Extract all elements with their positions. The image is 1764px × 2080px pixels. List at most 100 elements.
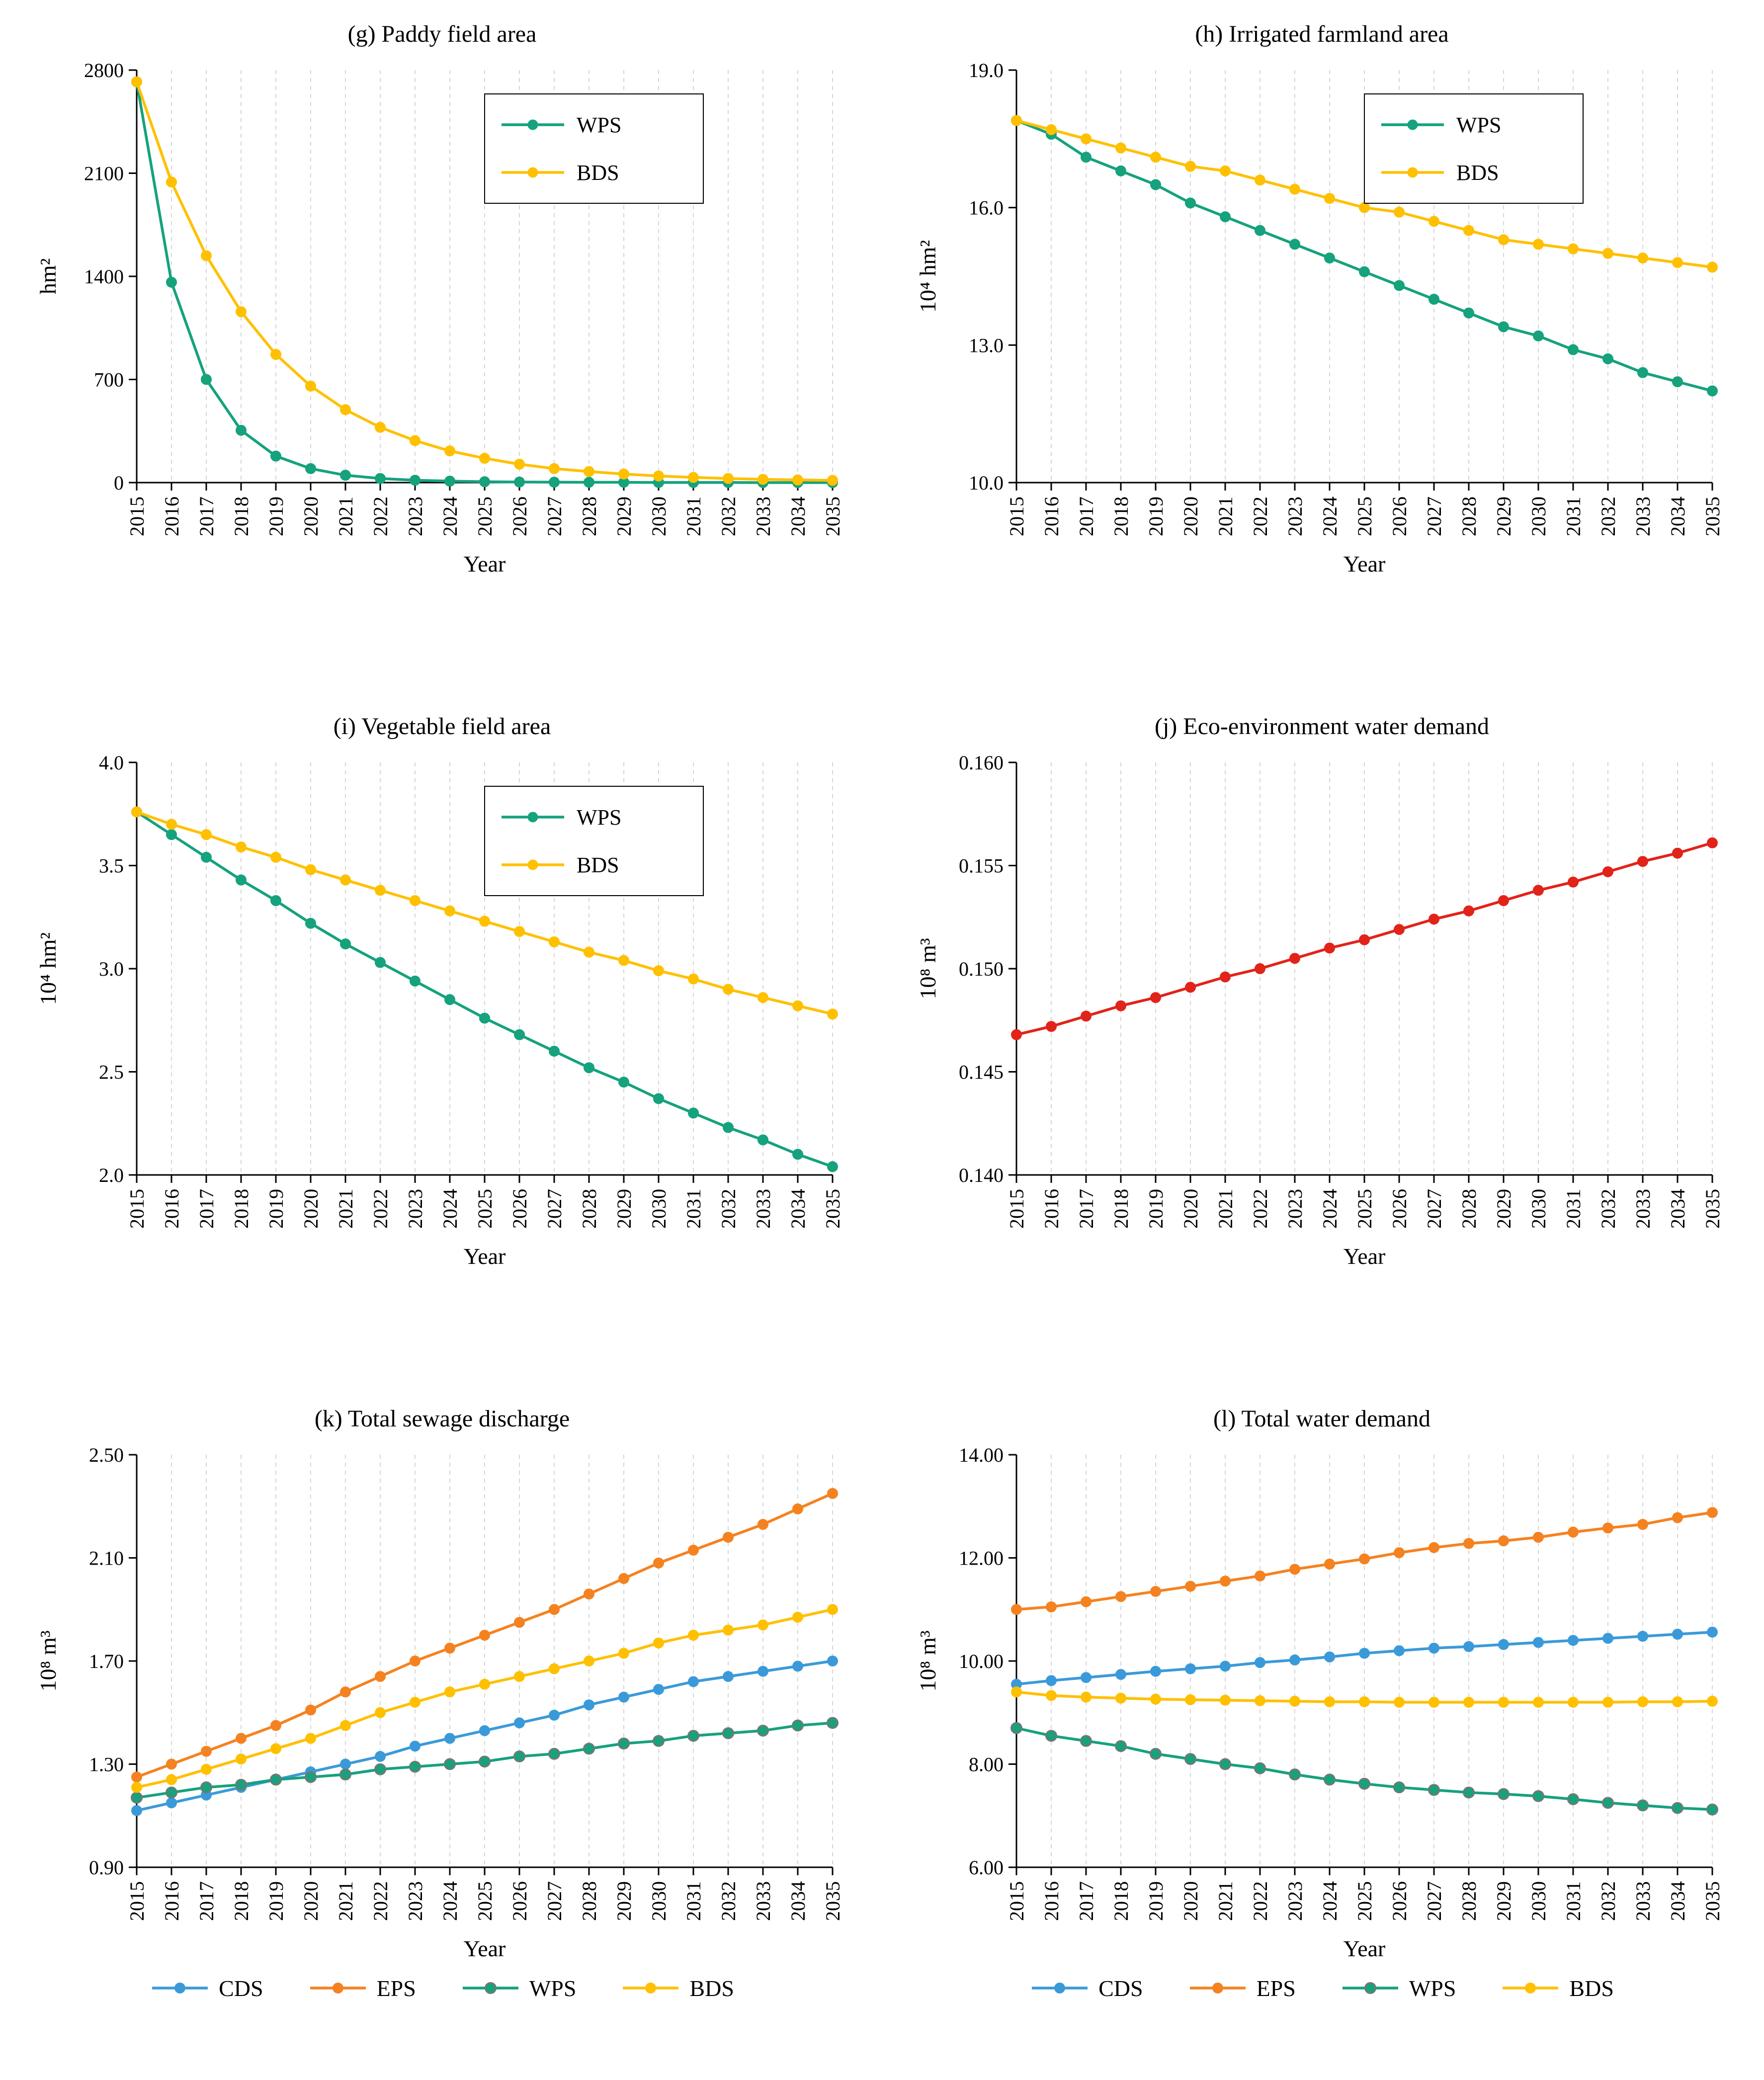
svg-text:2029: 2029 [1493, 1189, 1515, 1229]
legend-item-bds: BDS [1501, 1975, 1614, 2001]
svg-text:2028: 2028 [1458, 1189, 1480, 1229]
svg-text:2016: 2016 [1040, 1881, 1063, 1921]
svg-text:2020: 2020 [1179, 1881, 1202, 1921]
svg-text:2030: 2030 [1527, 1881, 1550, 1921]
legend-item-cds: CDS [150, 1975, 263, 2001]
svg-text:2.0: 2.0 [99, 1164, 124, 1186]
svg-text:2.10: 2.10 [89, 1547, 124, 1569]
chart-j-title: (j) Eco-environment water demand [1154, 713, 1490, 740]
svg-text:0.155: 0.155 [959, 854, 1004, 877]
legend-label: EPS [376, 1975, 416, 2001]
svg-text:2020: 2020 [1179, 497, 1202, 536]
svg-text:2019: 2019 [1145, 497, 1167, 536]
svg-text:2032: 2032 [1597, 1189, 1619, 1229]
svg-text:2017: 2017 [195, 1189, 218, 1229]
svg-text:2100: 2100 [84, 162, 124, 184]
svg-text:2018: 2018 [1110, 1189, 1132, 1229]
svg-text:2027: 2027 [543, 497, 566, 536]
svg-text:2028: 2028 [578, 497, 600, 536]
svg-text:1.30: 1.30 [89, 1753, 124, 1775]
svg-text:2028: 2028 [578, 1189, 600, 1229]
svg-text:0.160: 0.160 [959, 751, 1004, 774]
svg-text:2025: 2025 [474, 497, 496, 536]
svg-text:2017: 2017 [195, 497, 218, 536]
svg-text:10⁸ m³: 10⁸ m³ [35, 1630, 61, 1691]
svg-text:2015: 2015 [1006, 1189, 1028, 1229]
svg-text:2031: 2031 [682, 1881, 705, 1921]
svg-text:WPS: WPS [1456, 113, 1501, 137]
legend-label: WPS [529, 1975, 577, 2001]
legend-item-bds: BDS [621, 1975, 734, 2001]
legend-swatch [1032, 1983, 1088, 1994]
svg-text:10⁸ m³: 10⁸ m³ [915, 1630, 940, 1691]
svg-text:2029: 2029 [1493, 1881, 1515, 1921]
svg-text:2029: 2029 [613, 1881, 635, 1921]
svg-text:2034: 2034 [787, 1881, 809, 1921]
svg-text:700: 700 [94, 368, 124, 391]
legend-item-eps: EPS [1188, 1975, 1296, 2001]
legend-item-cds: CDS [1030, 1975, 1143, 2001]
svg-text:2017: 2017 [1075, 1189, 1097, 1229]
svg-text:2032: 2032 [1597, 1881, 1619, 1921]
svg-text:2030: 2030 [1527, 1189, 1550, 1229]
legend-label: CDS [219, 1975, 263, 2001]
svg-text:2026: 2026 [1388, 1189, 1411, 1229]
legend-item-wps: WPS [461, 1975, 577, 2001]
svg-text:2029: 2029 [613, 497, 635, 536]
svg-text:2018: 2018 [230, 1189, 252, 1229]
svg-text:2023: 2023 [1284, 1189, 1306, 1229]
svg-text:12.00: 12.00 [959, 1547, 1004, 1569]
svg-text:2025: 2025 [1353, 1189, 1376, 1229]
legend-swatch [462, 1982, 518, 1995]
svg-text:2017: 2017 [1075, 1881, 1097, 1921]
chart-l-title: (l) Total water demand [1213, 1406, 1430, 1432]
legend-swatch [310, 1983, 366, 1994]
chart-j: (j) Eco-environment water demand 0.140 0.… [910, 695, 1735, 1388]
chart-k-title: (k) Total sewage discharge [314, 1406, 570, 1432]
svg-text:2016: 2016 [161, 1881, 183, 1921]
svg-text:2033: 2033 [1632, 497, 1654, 536]
svg-text:2030: 2030 [648, 497, 670, 536]
svg-text:2024: 2024 [1319, 1881, 1341, 1921]
svg-text:2023: 2023 [1284, 497, 1306, 536]
svg-text:2031: 2031 [1562, 497, 1585, 536]
svg-text:2017: 2017 [1075, 497, 1097, 536]
svg-text:2031: 2031 [1562, 1189, 1585, 1229]
chart-g-plot: 0 700 1400 2100 2800 2015 2016 2017 2018 2019 2020… [35, 59, 844, 577]
chart-k-legend: CDS EPS WPS BDS [150, 1975, 734, 2001]
svg-text:2029: 2029 [613, 1189, 635, 1229]
svg-text:2022: 2022 [1249, 1189, 1271, 1229]
svg-text:2032: 2032 [717, 1881, 740, 1921]
legend-swatch [1189, 1983, 1246, 1994]
svg-text:2018: 2018 [1110, 497, 1132, 536]
svg-text:2026: 2026 [1388, 1881, 1411, 1921]
svg-text:2019: 2019 [1145, 1881, 1167, 1921]
svg-text:2032: 2032 [717, 1189, 740, 1229]
svg-text:2023: 2023 [404, 1881, 426, 1921]
svg-text:2015: 2015 [1006, 1881, 1028, 1921]
legend-swatch [152, 1983, 208, 1994]
chart-g: (g) Paddy field area 0 700 1400 2100 2800 201… [30, 3, 855, 695]
svg-text:2027: 2027 [1423, 1881, 1445, 1921]
svg-text:2016: 2016 [161, 497, 183, 536]
svg-text:10⁸ m³: 10⁸ m³ [915, 938, 940, 999]
svg-text:1400: 1400 [84, 265, 124, 288]
svg-text:2800: 2800 [84, 59, 124, 82]
svg-text:10⁴ hm²: 10⁴ hm² [35, 932, 61, 1005]
svg-text:hm²: hm² [35, 258, 61, 294]
svg-text:2034: 2034 [787, 1189, 809, 1229]
svg-text:0.140: 0.140 [959, 1164, 1004, 1186]
svg-text:2016: 2016 [1040, 1189, 1063, 1229]
svg-text:2031: 2031 [1562, 1881, 1585, 1921]
svg-text:0.150: 0.150 [959, 958, 1004, 980]
svg-text:WPS: WPS [577, 113, 621, 137]
svg-text:2027: 2027 [543, 1189, 566, 1229]
svg-text:2024: 2024 [439, 1189, 461, 1229]
svg-text:2032: 2032 [1597, 497, 1619, 536]
svg-text:2021: 2021 [335, 1881, 357, 1921]
svg-text:2033: 2033 [1632, 1881, 1654, 1921]
svg-text:2027: 2027 [543, 1881, 566, 1921]
svg-text:2015: 2015 [1006, 497, 1028, 536]
